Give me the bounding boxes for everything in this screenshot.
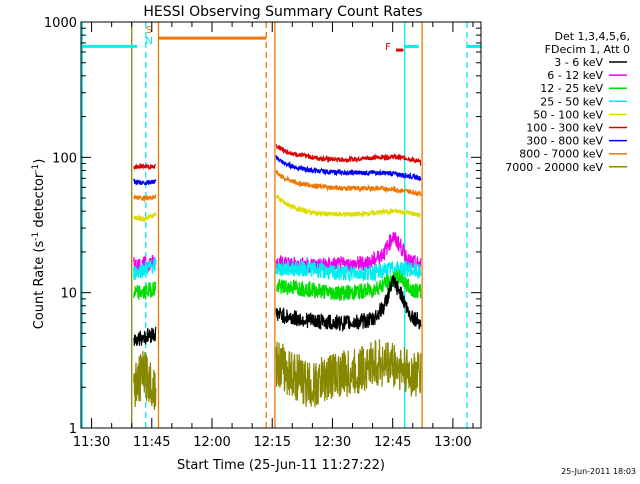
legend-header-1: FDecim 1, Att 0 bbox=[545, 43, 630, 56]
flag-label-2: F bbox=[385, 42, 391, 53]
series-line-2-1 bbox=[275, 170, 422, 197]
y-axis-label-main: Count Rate (s bbox=[32, 241, 47, 330]
y-axis-label-sup2: -1 bbox=[31, 164, 41, 173]
x-axis-label: Start Time (25-Jun-11 11:27:22) bbox=[177, 458, 385, 473]
flag-label-0: S bbox=[146, 25, 152, 36]
series-line-6-1 bbox=[276, 268, 422, 302]
series-line-5-1 bbox=[275, 260, 422, 283]
series-line-0-0 bbox=[133, 163, 157, 171]
x-tick-label-6: 13:00 bbox=[434, 435, 471, 450]
legend-label-4: 50 - 100 keV bbox=[533, 108, 603, 121]
footer-timestamp: 25-Jun-2011 18:03 bbox=[561, 467, 636, 476]
plot-frame bbox=[80, 21, 482, 429]
series-line-6-0 bbox=[133, 281, 157, 300]
x-tick-label-3: 12:15 bbox=[254, 435, 291, 450]
x-tick-label-4: 12:30 bbox=[314, 435, 351, 450]
axes: 1 10 100 1000 11:30 11:45 12:00 12:15 12:30 12:45… bbox=[44, 16, 482, 450]
legend: Det 1,3,4,5,6,FDecim 1, Att 03 - 6 keV6 … bbox=[505, 30, 630, 174]
series-line-2-0 bbox=[133, 194, 157, 203]
legend-label-6: 300 - 800 keV bbox=[526, 135, 603, 148]
series-line-7-1 bbox=[275, 275, 422, 333]
x-tick-label-5: 12:45 bbox=[374, 435, 411, 450]
x-tick-label-2: 12:00 bbox=[193, 435, 230, 450]
series-line-0-1 bbox=[275, 144, 422, 167]
legend-label-3: 25 - 50 keV bbox=[540, 95, 603, 108]
series-line-8-0 bbox=[133, 350, 157, 410]
y-tick-label-2: 100 bbox=[52, 151, 77, 166]
legend-label-1: 6 - 12 keV bbox=[547, 69, 603, 82]
legend-label-7: 800 - 7000 keV bbox=[519, 148, 603, 161]
legend-label-2: 12 - 25 keV bbox=[540, 82, 603, 95]
series-line-7-0 bbox=[133, 326, 157, 346]
series-line-3-0 bbox=[133, 211, 157, 224]
x-tick-label-0: 11:30 bbox=[73, 435, 110, 450]
series-line-8-1 bbox=[275, 339, 422, 408]
plot-area: SN F bbox=[81, 22, 481, 428]
y-axis-label-end: ) bbox=[32, 159, 47, 164]
series-line-3-1 bbox=[275, 194, 422, 219]
legend-label-0: 3 - 6 keV bbox=[554, 56, 603, 69]
chart-title: HESSI Observing Summary Count Rates bbox=[143, 4, 422, 20]
series-line-5-0 bbox=[133, 257, 157, 281]
legend-label-5: 100 - 300 keV bbox=[526, 122, 603, 135]
y-axis-label: Count Rate (s-1 detector-1) bbox=[31, 159, 47, 330]
series-line-1-1 bbox=[275, 155, 422, 182]
y-axis-label-mid: detector bbox=[32, 172, 47, 232]
y-tick-label-3: 1000 bbox=[44, 16, 77, 31]
legend-header-0: Det 1,3,4,5,6, bbox=[554, 30, 630, 43]
flag-label-1: N bbox=[145, 36, 152, 47]
y-axis-label-sup1: -1 bbox=[31, 232, 41, 241]
legend-label-8: 7000 - 20000 keV bbox=[505, 161, 603, 174]
y-tick-label-1: 10 bbox=[60, 287, 77, 302]
y-tick-label-0: 1 bbox=[69, 422, 77, 437]
x-tick-label-1: 11:45 bbox=[133, 435, 170, 450]
series-line-1-0 bbox=[133, 178, 157, 187]
